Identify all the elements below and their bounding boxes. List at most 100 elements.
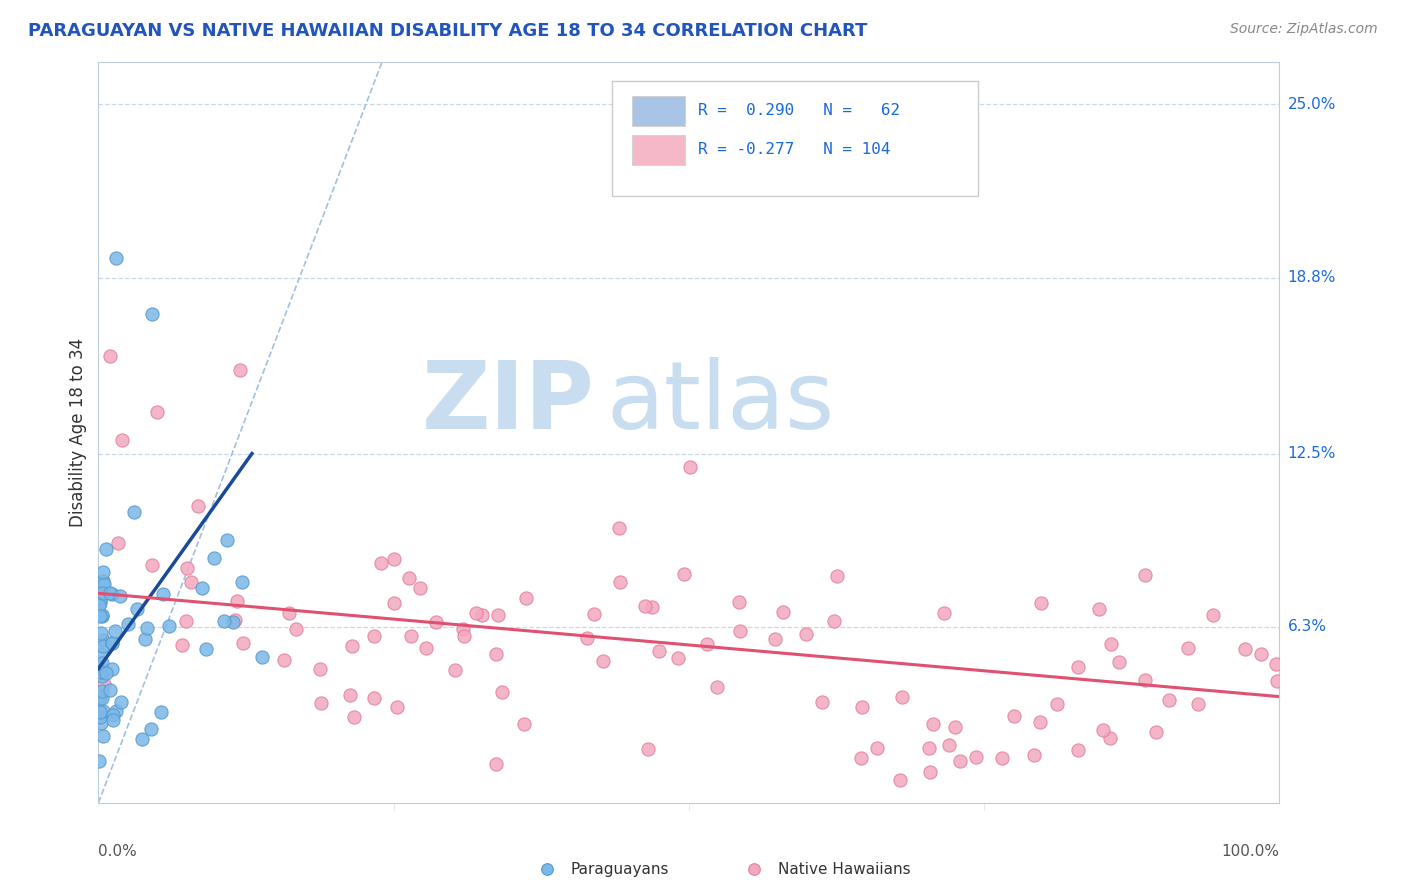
Text: ZIP: ZIP xyxy=(422,357,595,449)
Point xyxy=(101,636,124,650)
FancyBboxPatch shape xyxy=(633,135,685,165)
Point xyxy=(96,666,118,681)
Point xyxy=(277,606,299,620)
Point xyxy=(157,619,180,633)
Point xyxy=(1088,602,1111,616)
Point xyxy=(949,754,972,768)
Point xyxy=(399,629,422,643)
Point xyxy=(1202,608,1225,623)
Point xyxy=(91,704,114,718)
Point xyxy=(101,636,124,650)
Point xyxy=(98,586,121,600)
Point xyxy=(202,550,225,565)
Text: atlas: atlas xyxy=(606,357,835,449)
Point xyxy=(217,533,239,548)
Point xyxy=(176,561,198,575)
Point xyxy=(89,609,111,624)
Point xyxy=(229,363,252,377)
Point xyxy=(513,717,536,731)
Point xyxy=(194,641,217,656)
Point xyxy=(1029,596,1052,610)
Point xyxy=(89,689,111,703)
Point xyxy=(89,596,111,610)
Point xyxy=(444,663,467,677)
Point xyxy=(678,460,700,475)
Point xyxy=(1067,743,1090,757)
Point xyxy=(1157,693,1180,707)
Point xyxy=(849,751,872,765)
Point xyxy=(172,638,194,652)
Point xyxy=(252,649,274,664)
Point xyxy=(186,499,208,513)
Point xyxy=(823,614,845,628)
Point xyxy=(794,627,817,641)
Point xyxy=(772,605,794,619)
Point xyxy=(89,710,111,724)
Point xyxy=(810,695,832,709)
Point xyxy=(110,695,132,709)
Point xyxy=(465,606,488,620)
Point xyxy=(174,614,197,628)
Point xyxy=(273,652,295,666)
Point xyxy=(108,590,131,604)
Point xyxy=(471,608,494,623)
Point xyxy=(89,705,111,719)
Point xyxy=(309,662,332,676)
Point xyxy=(90,591,112,605)
Point xyxy=(104,704,127,718)
Point xyxy=(90,656,112,670)
Point xyxy=(90,665,112,680)
Point xyxy=(98,349,121,363)
Point xyxy=(382,596,405,610)
Point xyxy=(91,683,114,698)
Point xyxy=(486,607,509,622)
Point xyxy=(224,613,246,627)
Point xyxy=(607,521,630,535)
Point xyxy=(706,681,728,695)
Point xyxy=(1133,567,1156,582)
Point xyxy=(90,669,112,683)
FancyBboxPatch shape xyxy=(612,81,979,195)
Point xyxy=(415,640,437,655)
Point xyxy=(231,575,253,590)
Point xyxy=(339,688,361,702)
Point xyxy=(141,307,163,321)
Point xyxy=(1187,697,1209,711)
Point xyxy=(991,751,1014,765)
Point xyxy=(91,691,114,706)
Point xyxy=(93,676,115,690)
Point xyxy=(491,685,513,699)
Point xyxy=(583,607,606,621)
Point xyxy=(150,705,173,719)
Point xyxy=(104,624,127,639)
Point xyxy=(343,710,366,724)
Point xyxy=(485,757,508,772)
Text: 18.8%: 18.8% xyxy=(1288,270,1336,285)
Point xyxy=(666,651,689,665)
Point xyxy=(387,700,409,714)
Point xyxy=(101,587,124,601)
Point xyxy=(363,629,385,643)
Point xyxy=(592,654,614,668)
Point xyxy=(851,699,873,714)
Point xyxy=(141,558,163,573)
Point xyxy=(938,739,960,753)
Point xyxy=(91,608,114,623)
Point xyxy=(728,595,751,609)
Text: 0.0%: 0.0% xyxy=(98,844,138,858)
Point xyxy=(111,433,134,447)
Point xyxy=(453,629,475,643)
Point xyxy=(1267,673,1289,688)
Point xyxy=(101,708,124,723)
Point xyxy=(94,542,117,557)
Point xyxy=(943,720,966,734)
Point xyxy=(425,615,447,629)
Point xyxy=(90,716,112,731)
Point xyxy=(105,251,128,265)
Point xyxy=(152,587,174,601)
Point xyxy=(370,556,392,570)
Point xyxy=(146,405,169,419)
Point xyxy=(101,662,124,676)
Point xyxy=(91,585,114,599)
Text: PARAGUAYAN VS NATIVE HAWAIIAN DISABILITY AGE 18 TO 34 CORRELATION CHART: PARAGUAYAN VS NATIVE HAWAIIAN DISABILITY… xyxy=(28,22,868,40)
